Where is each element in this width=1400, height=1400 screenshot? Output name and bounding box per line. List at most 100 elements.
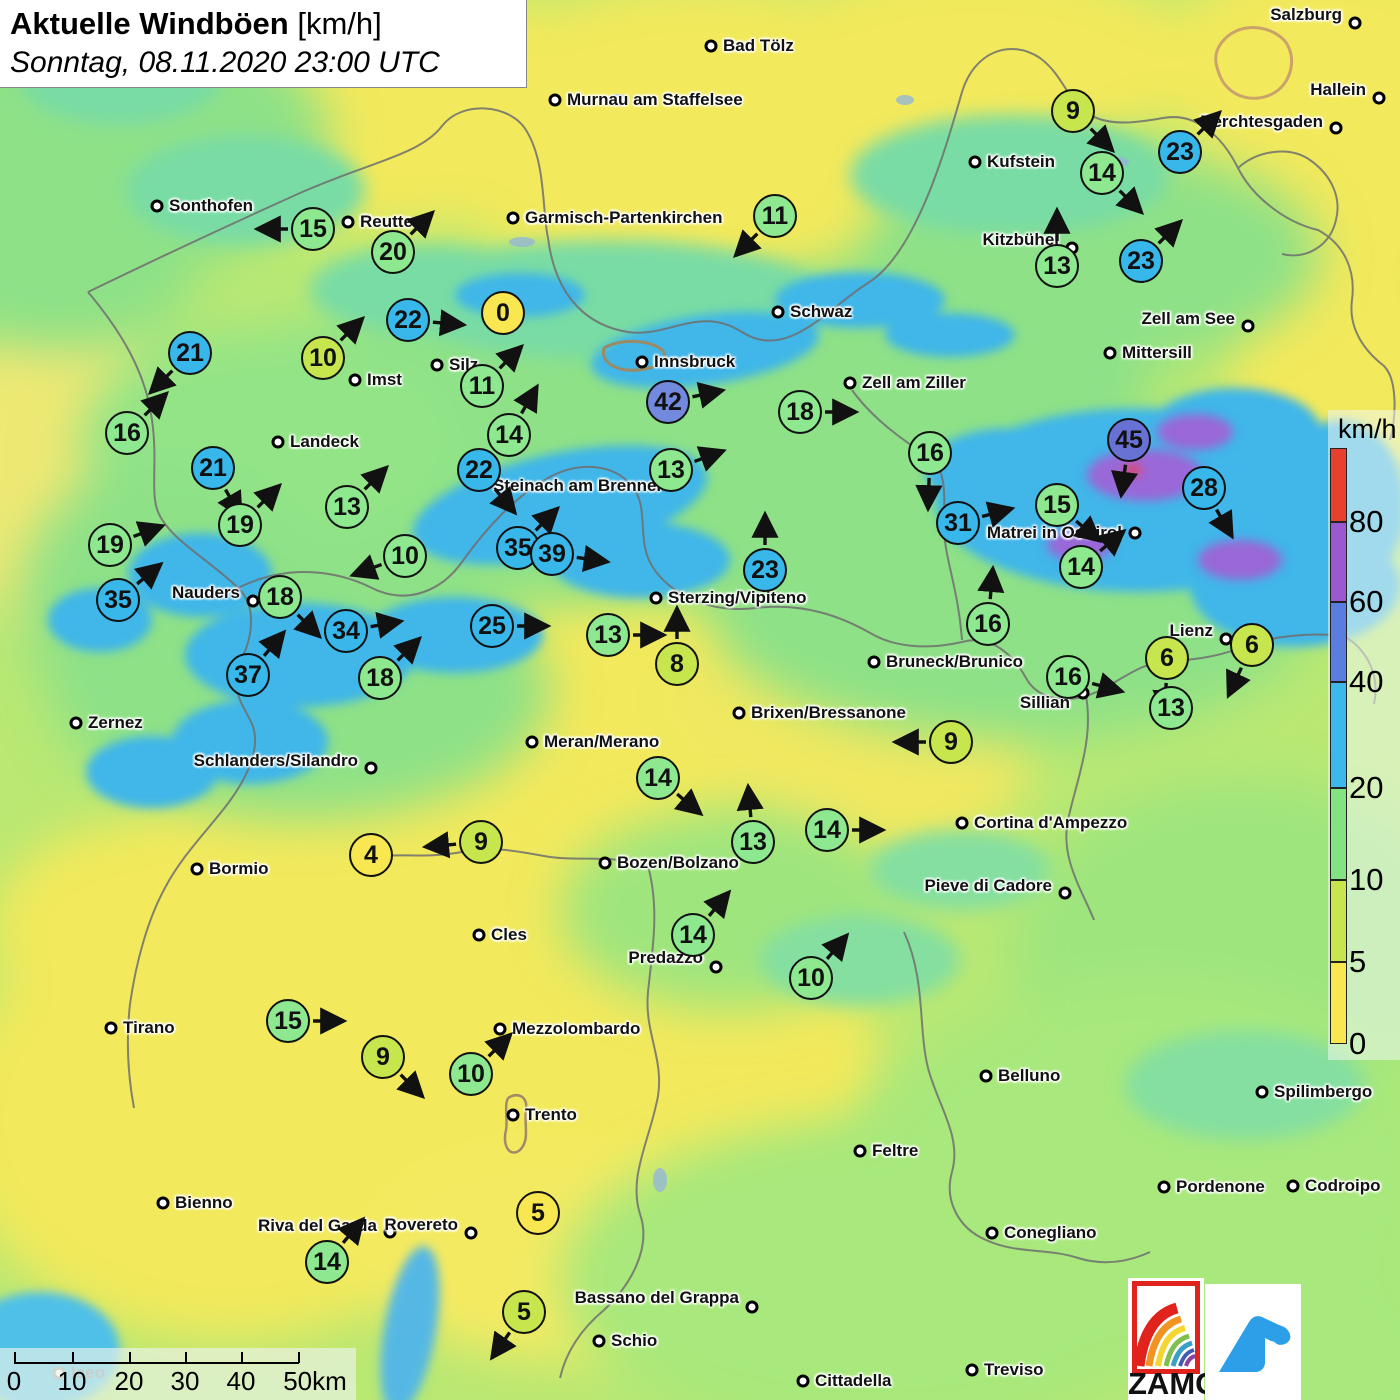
- wind-gust-badge: 13: [731, 820, 775, 864]
- city-label: Mittersill: [1122, 343, 1192, 362]
- scale-label: 0: [6, 1366, 22, 1396]
- city-label: Nauders: [171, 583, 240, 602]
- legend-unit: km/h: [1338, 414, 1397, 444]
- city-marker: [979, 1069, 993, 1083]
- scale-tick: [241, 1352, 243, 1363]
- legend-tick-label: 10: [1349, 862, 1384, 897]
- wind-gust-badge: 45: [1107, 418, 1151, 462]
- scale-tick: [185, 1352, 187, 1363]
- wind-gust-badge: 13: [1035, 244, 1079, 288]
- city-label: Codroipo: [1305, 1176, 1381, 1195]
- city-label: Zell am Ziller: [862, 373, 966, 392]
- city-marker: [430, 358, 444, 372]
- city-label: Rovereto: [384, 1215, 458, 1234]
- wind-gust-badge: 39: [530, 532, 574, 576]
- city-marker: [1372, 91, 1386, 105]
- wind-gust-badge: 19: [218, 503, 262, 547]
- city-marker: [968, 155, 982, 169]
- city-marker: [383, 1225, 397, 1239]
- legend-tick-label: 80: [1349, 504, 1384, 539]
- city-label: Murnau am Staffelsee: [567, 90, 743, 109]
- wind-gust-badge: 9: [459, 820, 503, 864]
- city-marker: [771, 305, 785, 319]
- city-label: Bassano del Grappa: [574, 1288, 739, 1307]
- legend: km/h 80 60 40 20 10 5 0: [1328, 410, 1400, 1061]
- town-outlines: [503, 26, 1294, 1154]
- wind-gust-badge: 9: [929, 720, 973, 764]
- city-marker: [506, 211, 520, 225]
- wind-gust-badge: 34: [324, 609, 368, 653]
- city-marker: [493, 1022, 507, 1036]
- wind-gust-badge: 11: [753, 194, 797, 238]
- wind-gust-badge: 8: [655, 642, 699, 686]
- city-marker: [635, 355, 649, 369]
- city-label: Hallein: [1310, 80, 1366, 99]
- wind-gust-badge: 23: [1119, 239, 1163, 283]
- wind-gust-badge: 10: [789, 956, 833, 1000]
- city-marker: [69, 716, 83, 730]
- city-marker: [745, 1300, 759, 1314]
- wind-gust-badge: 31: [936, 501, 980, 545]
- wind-gust-badge: 11: [460, 364, 504, 408]
- wind-gust-badge: 18: [778, 390, 822, 434]
- wind-gust-badge: 15: [291, 207, 335, 251]
- wind-gust-badge: 35: [96, 578, 140, 622]
- wind-gust-badge: 10: [449, 1052, 493, 1096]
- city-label: Bad Tölz: [723, 36, 794, 55]
- scale-bar: 0 10 20 30 40 50km: [0, 1348, 356, 1400]
- wind-gust-badge: 6: [1230, 623, 1274, 667]
- scale-tick: [14, 1352, 16, 1363]
- city-label: Treviso: [984, 1360, 1044, 1379]
- title-box: Aktuelle Windböen [km/h] Sonntag, 08.11.…: [0, 0, 527, 88]
- wind-gust-badge: 5: [502, 1290, 546, 1334]
- wind-gust-badge: 23: [743, 548, 787, 592]
- wind-gust-badge: 16: [105, 411, 149, 455]
- wind-gust-badge: 25: [470, 604, 514, 648]
- city-label: Zell am See: [1141, 309, 1235, 328]
- city-label: Bozen/Bolzano: [617, 853, 739, 872]
- legend-tick-label: 5: [1349, 944, 1367, 979]
- wind-gust-badge: 15: [1035, 483, 1079, 527]
- city-label: Bormio: [209, 859, 269, 878]
- legend-segment: [1330, 602, 1347, 682]
- rainbow-arcs-icon: [1137, 1302, 1195, 1367]
- city-marker: [1329, 121, 1343, 135]
- city-label: Reutte: [360, 212, 413, 231]
- scale-ruler-line: [14, 1362, 299, 1364]
- city-label: Innsbruck: [654, 352, 736, 371]
- legend-tick-label: 40: [1349, 664, 1384, 699]
- city-marker: [732, 706, 746, 720]
- city-label: Bienno: [175, 1193, 233, 1212]
- legend-segment: [1330, 962, 1347, 1044]
- city-label: Pieve di Cadore: [924, 876, 1052, 895]
- city-marker: [464, 1226, 478, 1240]
- city-label: Steinach am Brenner: [492, 476, 664, 495]
- city-marker: [341, 215, 355, 229]
- city-label: Berchtesgaden: [1200, 112, 1323, 131]
- city-label: Cles: [491, 925, 527, 944]
- city-label: Sonthofen: [169, 196, 254, 215]
- wind-gust-badge: 37: [226, 653, 270, 697]
- city-label: Sillian: [1019, 693, 1070, 712]
- wind-gust-badge: 6: [1145, 636, 1189, 680]
- wind-gust-badge: 22: [386, 298, 430, 342]
- legend-tick-label: 60: [1349, 584, 1384, 619]
- wind-gust-badge: 9: [361, 1035, 405, 1079]
- wind-gust-badge: 14: [1080, 151, 1124, 195]
- partner-logo: [1205, 1284, 1301, 1400]
- wind-gust-badge: 14: [487, 413, 531, 457]
- wind-gust-badge: 16: [1046, 655, 1090, 699]
- scale-tick: [129, 1352, 131, 1363]
- wind-gust-badge: 13: [649, 448, 693, 492]
- city-marker: [796, 1374, 810, 1388]
- city-marker: [1255, 1085, 1269, 1099]
- wind-gust-badge: 14: [305, 1240, 349, 1284]
- city-marker: [271, 435, 285, 449]
- legend-segment: [1330, 682, 1347, 788]
- city-marker: [190, 862, 204, 876]
- city-marker: [1128, 526, 1142, 540]
- city-label: Tirano: [123, 1018, 175, 1037]
- city-marker: [867, 655, 881, 669]
- city-marker: [525, 735, 539, 749]
- city-marker: [1058, 886, 1072, 900]
